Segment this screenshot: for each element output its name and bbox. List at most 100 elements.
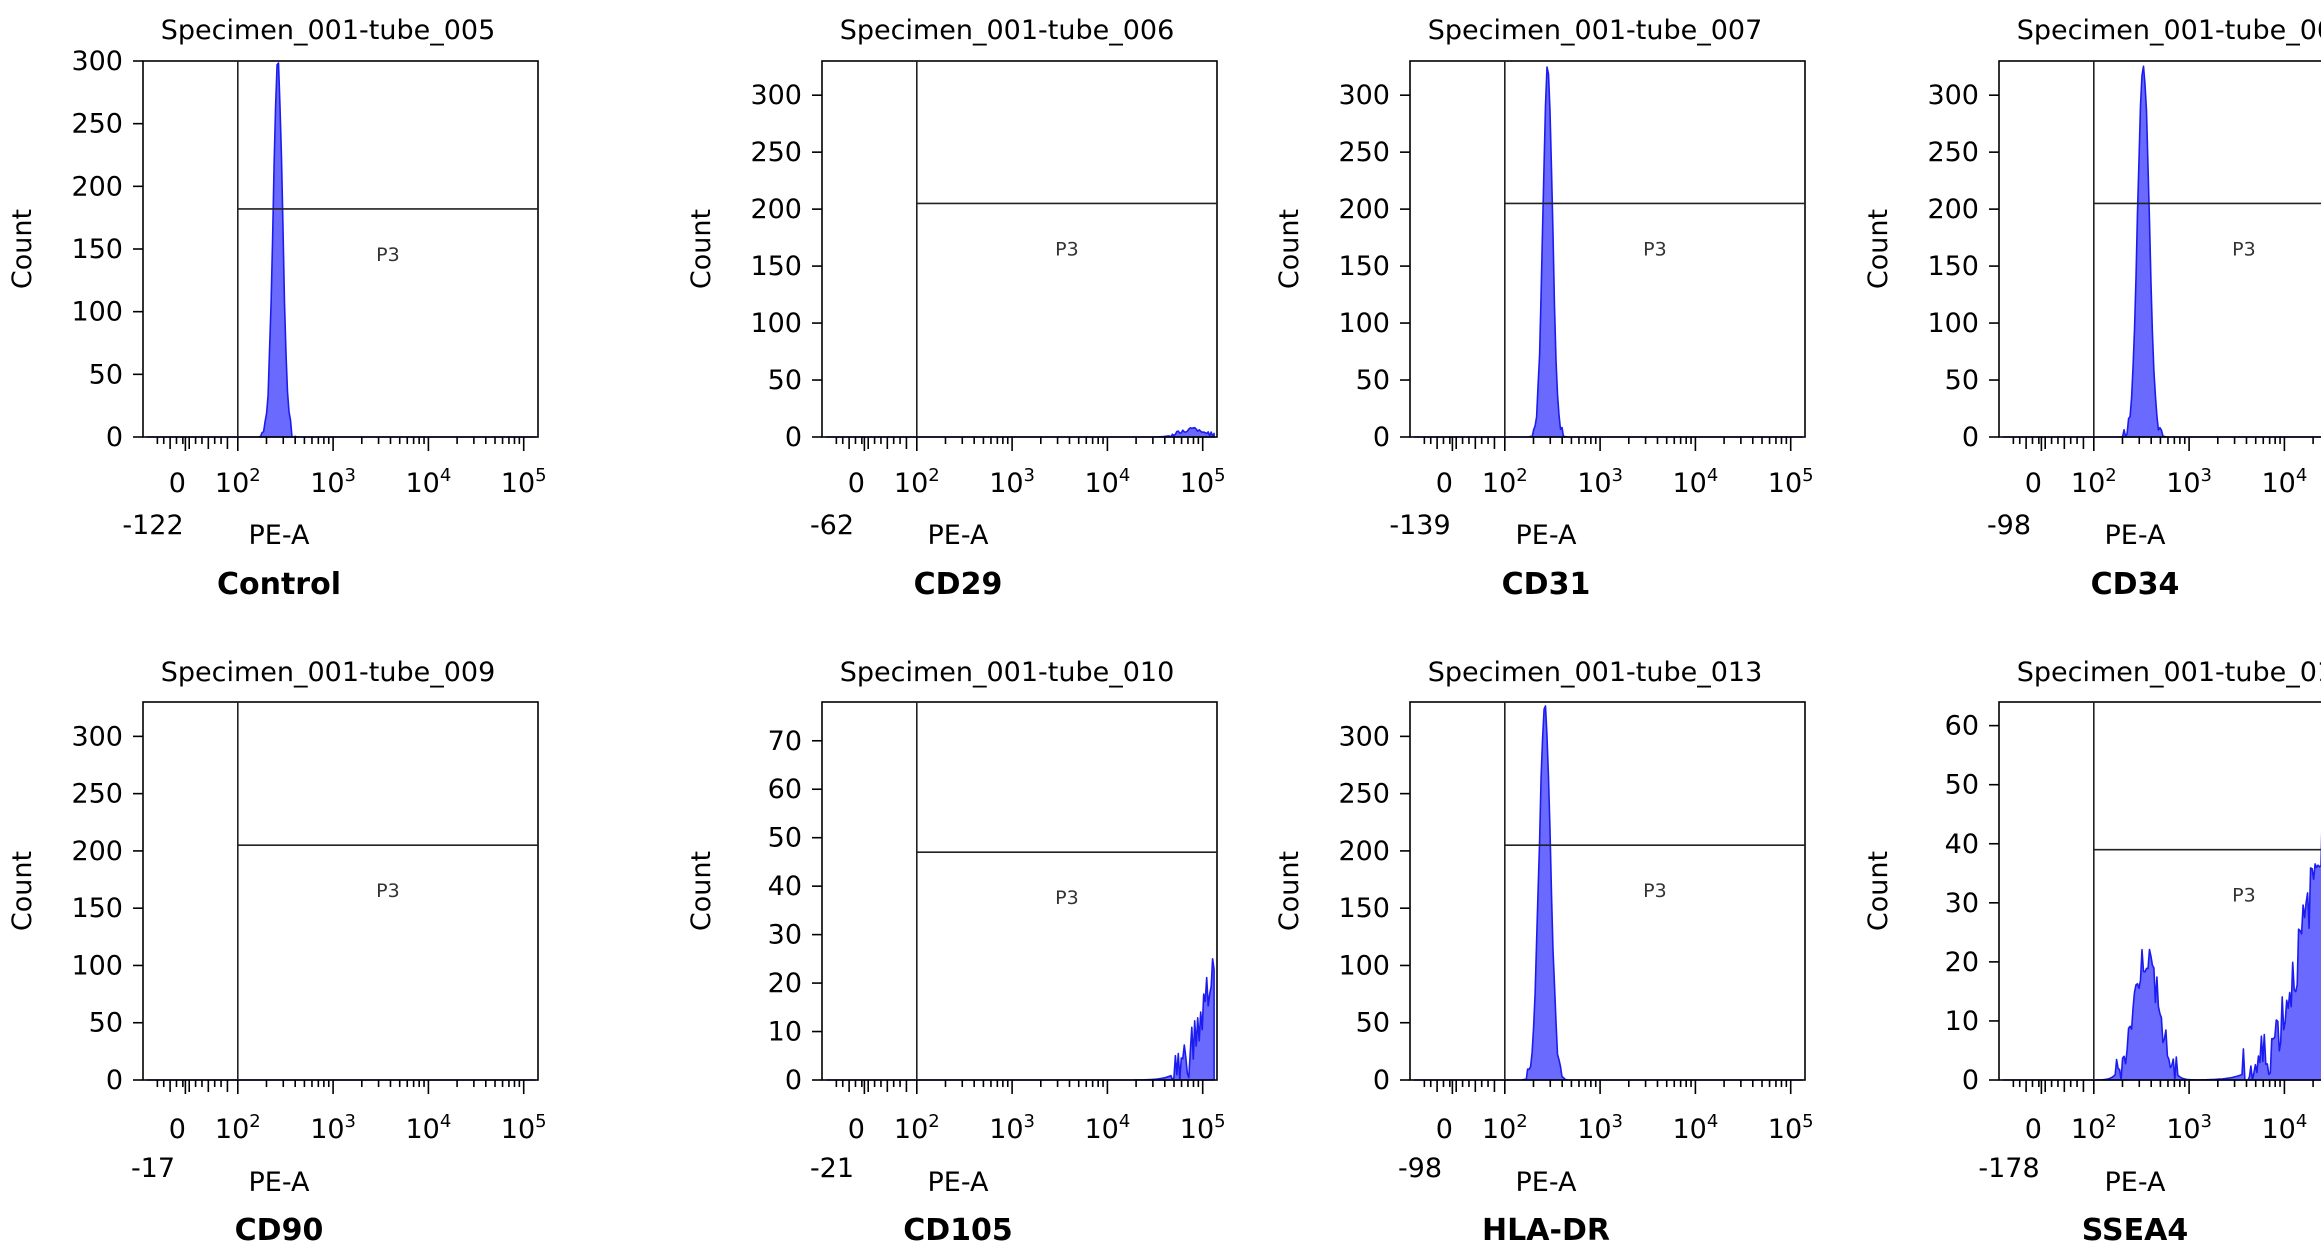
y-tick-label: 50 [89,1008,123,1039]
y-tick-label: 150 [71,893,123,924]
y-tick-label: 40 [1945,829,1979,860]
x-min-label: -122 [122,510,183,541]
plot-frame [1409,60,1806,438]
x-tick-label: 105 [501,465,547,499]
panel-title: Specimen_001-tube_009 [161,657,496,688]
histogram-panel: Specimen_001-tube_009 P3 0 50 100 150 200 250 30… [7,657,547,1248]
y-tick-label: 300 [750,80,802,111]
y-tick-label: 0 [1373,422,1390,453]
x-tick-label: 104 [405,465,451,499]
histogram-area [2002,65,2321,438]
x-tick-label: 104 [405,1111,451,1145]
x-tick-label: 0 [1436,1114,1453,1145]
plot-frame [142,701,539,1081]
plot-frame [1409,701,1806,1081]
y-tick-label: 200 [1338,194,1390,225]
panel-title: Specimen_001-tube_007 [1428,15,1763,46]
x-tick-label: 0 [1436,468,1453,499]
x-axis-label: PE-A [928,520,989,551]
histogram-panel: Specimen_001-tube_007 P3 0 50 100 150 200 250 30… [1274,15,1814,602]
x-tick-label: 103 [1577,465,1623,499]
x-tick-label: 102 [2071,465,2117,499]
marker-label: CD34 [2091,567,2180,602]
y-tick-label: 150 [1338,893,1390,924]
x-axis-label: PE-A [2105,1167,2166,1198]
panel-title: Specimen_001-tube_011 [2017,657,2321,688]
y-tick-label: 100 [1927,308,1979,339]
y-axis-label: Count [1863,851,1894,931]
y-tick-label: 200 [1927,194,1979,225]
y-tick-label: 30 [1945,888,1979,919]
x-axis-label: PE-A [928,1167,989,1198]
gate-label: P3 [1643,880,1667,902]
marker-label: HLA-DR [1482,1213,1610,1248]
y-tick-label: 100 [71,950,123,981]
x-min-label: -62 [810,510,854,541]
panel-title: Specimen_001-tube_010 [840,657,1175,688]
gate-label: P3 [1055,887,1079,909]
panel-title: Specimen_001-tube_008 [2017,15,2321,46]
x-tick-label: 0 [169,1114,186,1145]
marker-label: Control [217,567,341,602]
x-tick-label: 104 [1672,1111,1718,1145]
y-tick-label: 10 [768,1017,802,1048]
x-min-label: -17 [131,1153,175,1184]
y-tick-label: 20 [768,968,802,999]
y-tick-label: 0 [785,1065,802,1096]
gate-label: P3 [1055,238,1079,260]
y-tick-label: 50 [1945,770,1979,801]
marker-label: CD105 [903,1213,1013,1248]
y-tick-label: 250 [1927,137,1979,168]
x-tick-label: 105 [501,1111,547,1145]
x-axis-label: PE-A [249,1167,310,1198]
x-tick-label: 0 [169,468,186,499]
histogram-panel: Specimen_001-tube_005 P3 0 50 100 150 200 250 30… [7,15,547,602]
gate-label: P3 [2232,885,2256,907]
y-tick-label: 50 [89,359,123,390]
y-axis-label: Count [1863,209,1894,289]
y-tick-label: 60 [1945,711,1979,742]
y-tick-label: 150 [1338,251,1390,282]
y-tick-label: 200 [750,194,802,225]
gate-label: P3 [2232,238,2256,260]
x-tick-label: 104 [2261,1111,2307,1145]
histogram-panel: Specimen_001-tube_006 P3 0 50 100 150 200 250 30… [686,15,1226,602]
histogram-area [825,426,1215,438]
y-tick-label: 0 [106,422,123,453]
x-tick-label: 103 [310,465,356,499]
x-tick-label: 104 [1672,465,1718,499]
x-tick-label: 102 [215,465,261,499]
x-min-label: -98 [1987,510,2031,541]
x-tick-label: 102 [2071,1111,2117,1145]
y-tick-label: 300 [71,721,123,752]
panel-title: Specimen_001-tube_013 [1428,657,1763,688]
x-axis-label: PE-A [2105,520,2166,551]
y-tick-label: 200 [1338,836,1390,867]
x-tick-label: 103 [989,465,1035,499]
y-tick-label: 0 [106,1065,123,1096]
y-tick-label: 300 [1338,80,1390,111]
x-axis-label: PE-A [249,520,310,551]
y-tick-label: 20 [1945,947,1979,978]
histogram-area [1413,66,1803,438]
y-tick-label: 200 [71,836,123,867]
y-tick-label: 50 [1356,1008,1390,1039]
x-min-label: -139 [1389,510,1450,541]
x-min-label: -98 [1398,1153,1442,1184]
histogram-panel: Specimen_001-tube_008 P3 0 50 100 150 200 250 30… [1863,15,2321,602]
y-tick-label: 0 [1962,1065,1979,1096]
plot-frame [821,60,1218,438]
histogram-area [1413,705,1803,1081]
x-axis-label: PE-A [1516,1167,1577,1198]
gate-label: P3 [1643,238,1667,260]
x-tick-label: 0 [848,1114,865,1145]
x-tick-label: 103 [2166,1111,2212,1145]
x-tick-label: 105 [1180,465,1226,499]
y-tick-label: 50 [768,365,802,396]
x-axis-label: PE-A [1516,520,1577,551]
x-tick-label: 103 [310,1111,356,1145]
x-tick-label: 105 [1768,465,1814,499]
y-axis-label: Count [1274,209,1305,289]
y-tick-label: 30 [768,920,802,951]
x-tick-label: 0 [2025,468,2042,499]
